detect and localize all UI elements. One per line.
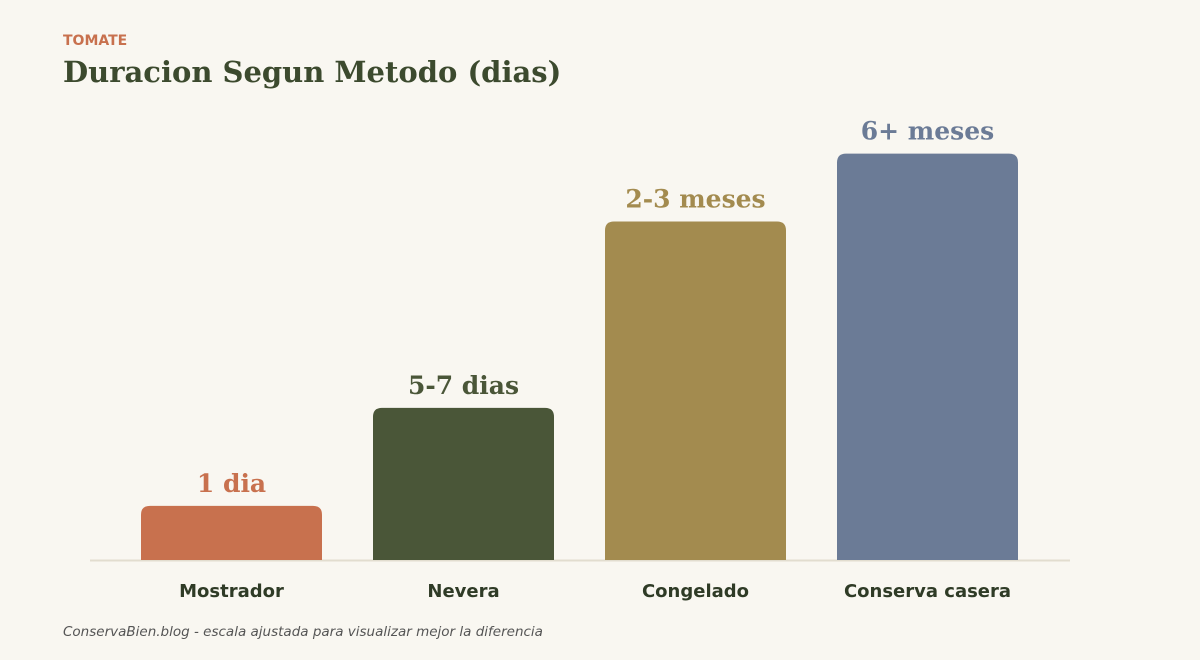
value-label: 2-3 meses xyxy=(625,184,765,213)
bar xyxy=(605,221,786,560)
bar xyxy=(837,153,1018,560)
bar xyxy=(373,407,554,560)
x-tick-label: Mostrador xyxy=(179,581,284,602)
footnote: ConservaBien.blog - escala ajustada para… xyxy=(63,624,543,640)
x-tick-label: Conserva casera xyxy=(844,581,1011,602)
chart-subtitle: TOMATE xyxy=(63,33,127,49)
value-label: 5-7 dias xyxy=(408,371,519,400)
x-tick-label: Congelado xyxy=(642,581,749,602)
bar xyxy=(141,505,322,560)
x-tick-label: Nevera xyxy=(427,581,499,602)
value-label: 6+ meses xyxy=(861,117,994,146)
value-label: 1 dia xyxy=(197,469,266,498)
chart-title: Duracion Segun Metodo (dias) xyxy=(63,55,561,89)
